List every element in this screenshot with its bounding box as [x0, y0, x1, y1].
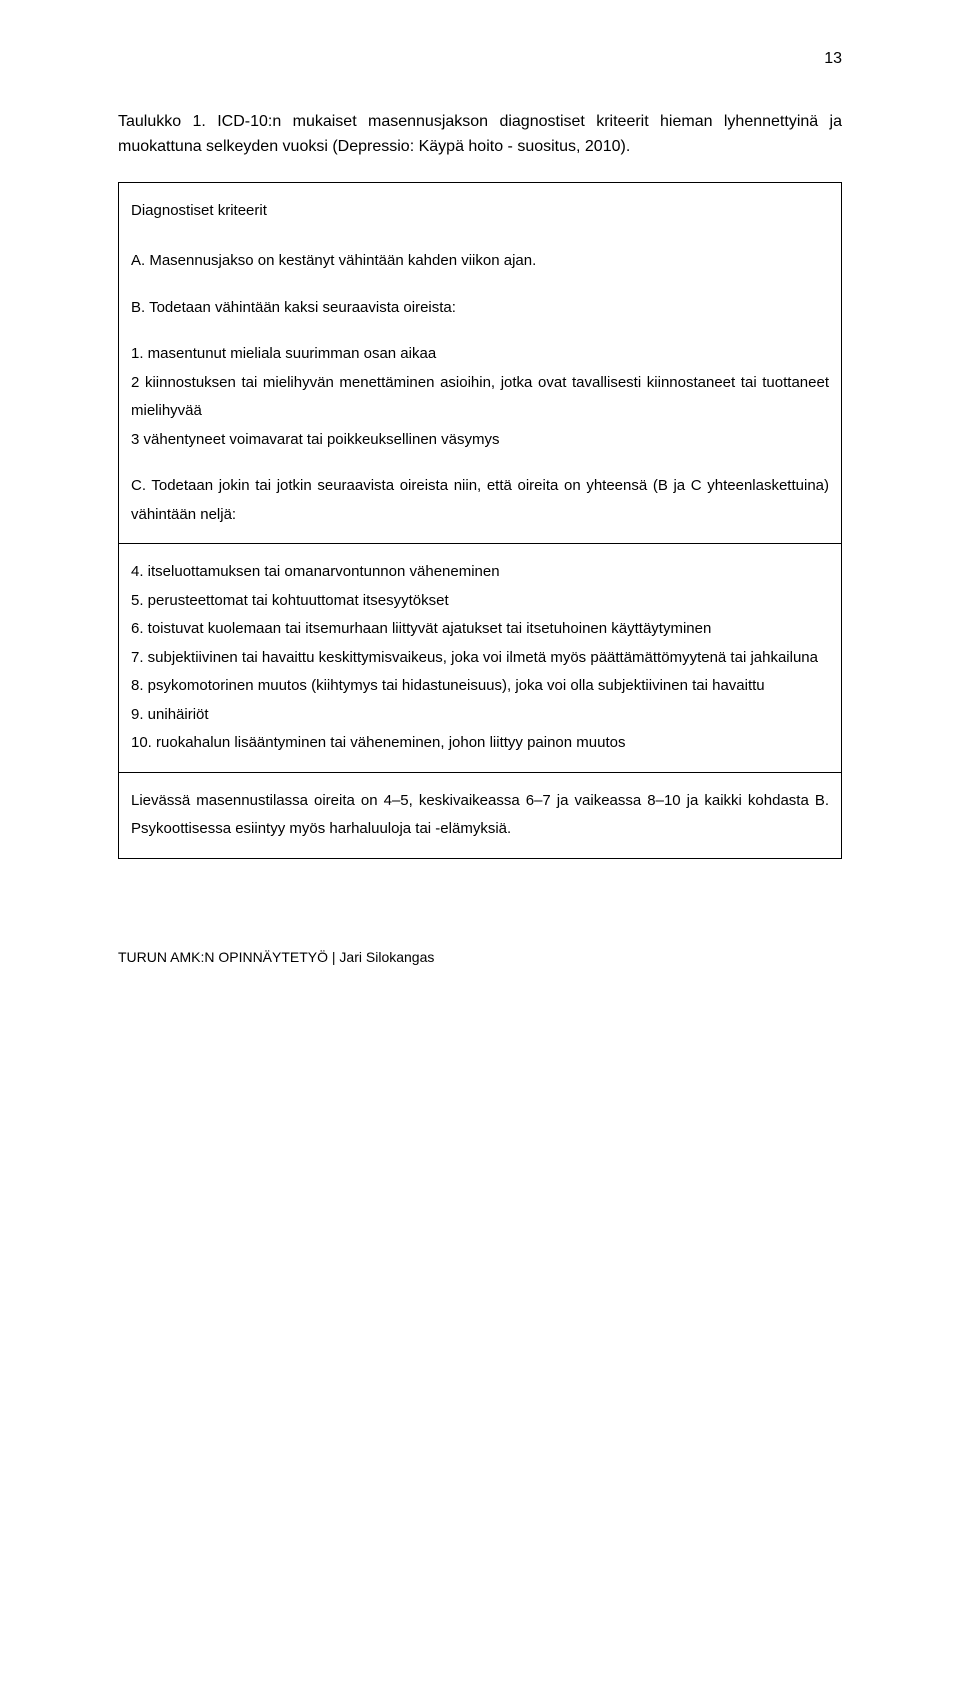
criterion-item9: 9. unihäiriöt	[131, 701, 829, 730]
criterion-b: B. Todetaan vähintään kaksi seuraavista …	[131, 294, 829, 323]
criterion-item10: 10. ruokahalun lisääntyminen tai vähenem…	[131, 729, 829, 758]
criteria-header: Diagnostiset kriteerit	[131, 197, 829, 226]
criterion-c: C. Todetaan jokin tai jotkin seuraavista…	[131, 472, 829, 529]
criterion-b-item3: 3 vähentyneet voimavarat tai poikkeuksel…	[131, 426, 829, 455]
criterion-item6: 6. toistuvat kuolemaan tai itsemurhaan l…	[131, 615, 829, 644]
criterion-b-item1: 1. masentunut mieliala suurimman osan ai…	[131, 340, 829, 369]
criterion-item4: 4. itseluottamuksen tai omanarvontunnon …	[131, 558, 829, 587]
criteria-table: Diagnostiset kriteerit A. Masennusjakso …	[118, 182, 842, 859]
criterion-b-item2: 2 kiinnostuksen tai mielihyvän menettämi…	[131, 369, 829, 426]
criteria-cell-items: 4. itseluottamuksen tai omanarvontunnon …	[119, 544, 842, 773]
table-intro: Taulukko 1. ICD-10:n mukaiset masennusja…	[118, 110, 842, 160]
criterion-item8: 8. psykomotorinen muutos (kiihtymys tai …	[131, 672, 829, 701]
severity-summary: Lievässä masennustilassa oireita on 4–5,…	[131, 787, 829, 844]
criterion-item5: 5. perusteettomat tai kohtuuttomat itses…	[131, 587, 829, 616]
criterion-item7: 7. subjektiivinen tai havaittu keskittym…	[131, 644, 829, 673]
criteria-cell-abc: Diagnostiset kriteerit A. Masennusjakso …	[119, 182, 842, 544]
footer: TURUN AMK:N OPINNÄYTETYÖ | Jari Silokang…	[118, 949, 842, 965]
criterion-a: A. Masennusjakso on kestänyt vähintään k…	[131, 247, 829, 276]
page-number: 13	[824, 50, 842, 68]
criteria-cell-summary: Lievässä masennustilassa oireita on 4–5,…	[119, 772, 842, 858]
